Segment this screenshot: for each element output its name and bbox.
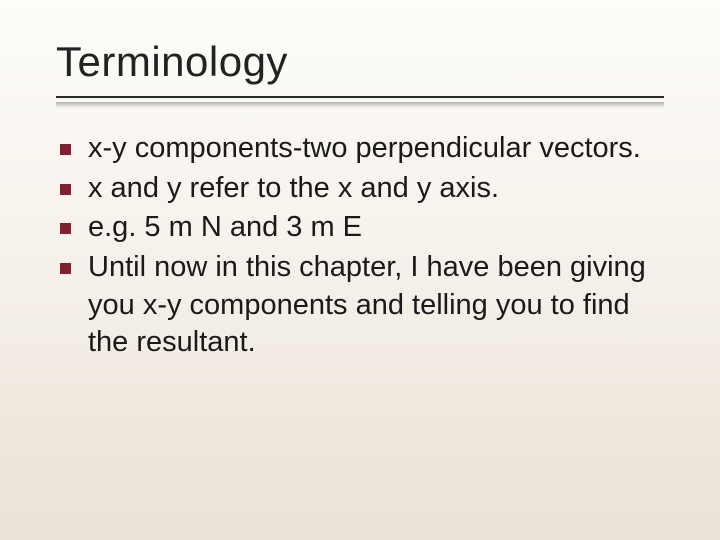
list-item: e.g. 5 m N and 3 m E xyxy=(58,209,660,247)
square-bullet-icon xyxy=(60,223,71,234)
list-item-text: e.g. 5 m N and 3 m E xyxy=(88,211,362,243)
slide: Terminology x-y components-two perpendic… xyxy=(0,0,720,540)
title-underline-shadow xyxy=(56,102,664,108)
list-item-text: Until now in this chapter, I have been g… xyxy=(88,251,646,358)
list-item: x-y components-two perpendicular vectors… xyxy=(58,130,660,168)
list-item: Until now in this chapter, I have been g… xyxy=(58,249,660,362)
square-bullet-icon xyxy=(60,263,71,274)
list-item-text: x-y components-two perpendicular vectors… xyxy=(88,132,641,164)
square-bullet-icon xyxy=(60,184,71,195)
list-item-text: x and y refer to the x and y axis. xyxy=(88,172,499,204)
slide-title: Terminology xyxy=(56,38,664,86)
title-underline xyxy=(56,96,664,98)
square-bullet-icon xyxy=(60,144,71,155)
bullet-list: x-y components-two perpendicular vectors… xyxy=(56,130,664,362)
list-item: x and y refer to the x and y axis. xyxy=(58,170,660,208)
